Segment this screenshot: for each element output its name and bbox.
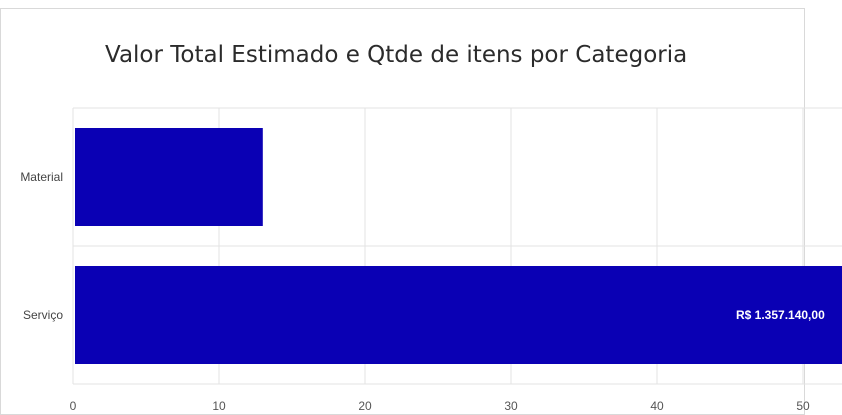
x-tick-label: 30: [504, 399, 518, 413]
x-tick-label: 0: [70, 399, 77, 413]
x-tick-label: 50: [796, 399, 810, 413]
x-tick-label: 20: [358, 399, 372, 413]
bar-data-label: R$ 1.357.140,00: [736, 308, 825, 322]
labels: 0 10 20 30 40 50 Material Serviço R$ 1.357.140,0…: [20, 170, 825, 413]
bar-servico: [75, 266, 842, 364]
bar-material: [75, 128, 263, 226]
bars: [75, 128, 842, 364]
y-category-label: Serviço: [23, 308, 63, 322]
x-tick-label: 10: [212, 399, 226, 413]
chart-title: Valor Total Estimado e Qtde de itens por…: [105, 42, 688, 68]
y-category-label: Material: [20, 170, 63, 184]
x-tick-label: 40: [650, 399, 664, 413]
